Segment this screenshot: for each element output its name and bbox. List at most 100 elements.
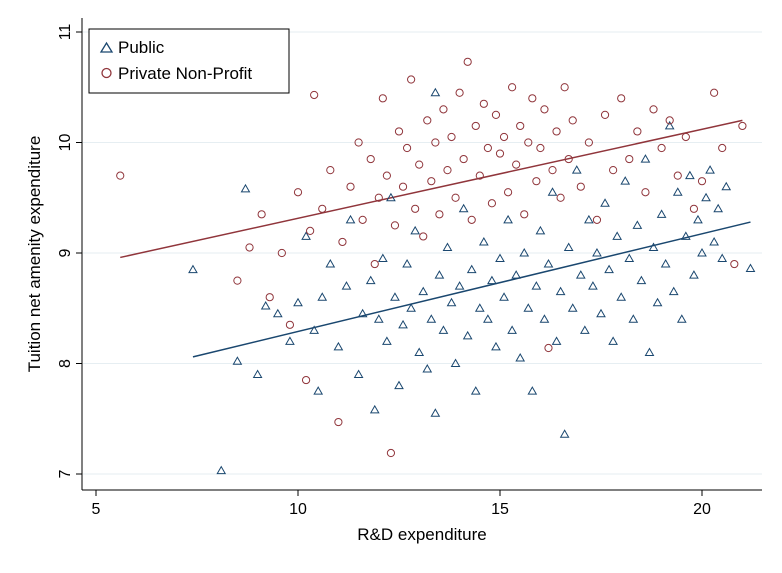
public-point bbox=[325, 259, 336, 268]
public-point bbox=[628, 314, 639, 323]
public-point bbox=[260, 301, 271, 310]
public-point bbox=[483, 314, 493, 323]
private-point bbox=[451, 193, 460, 202]
public-point bbox=[624, 253, 635, 263]
public-point bbox=[511, 270, 522, 279]
public-point bbox=[495, 253, 505, 263]
private-point bbox=[415, 160, 424, 169]
private-point bbox=[689, 204, 699, 213]
public-point bbox=[596, 308, 606, 318]
public-point bbox=[434, 270, 445, 279]
private-point bbox=[306, 226, 315, 235]
private-point bbox=[520, 210, 529, 219]
private-point bbox=[552, 127, 561, 136]
private-point bbox=[394, 127, 404, 136]
private-point bbox=[277, 248, 286, 258]
public-point bbox=[450, 358, 461, 367]
private-point bbox=[479, 99, 488, 108]
public-point bbox=[418, 286, 429, 296]
private-point bbox=[524, 138, 533, 147]
public-point bbox=[672, 187, 683, 196]
private-point bbox=[600, 110, 610, 119]
public-point bbox=[717, 253, 728, 263]
gridlines bbox=[83, 31, 762, 475]
private-point bbox=[435, 210, 444, 219]
public-point bbox=[369, 404, 380, 414]
public-point bbox=[252, 369, 263, 379]
y-tick-label: 7 bbox=[57, 469, 74, 478]
private-point bbox=[301, 375, 311, 385]
private-point bbox=[649, 105, 658, 114]
private-point bbox=[257, 210, 266, 219]
public-point bbox=[539, 314, 550, 323]
public-point bbox=[680, 231, 691, 240]
private-point bbox=[447, 132, 456, 142]
public-point bbox=[584, 214, 594, 224]
private-point bbox=[641, 188, 650, 197]
private-point bbox=[681, 132, 690, 142]
public-point bbox=[648, 242, 659, 251]
private-point bbox=[334, 417, 343, 427]
private-point bbox=[475, 171, 484, 180]
public-point bbox=[689, 270, 699, 279]
public-point bbox=[555, 286, 566, 296]
private-point bbox=[710, 88, 719, 97]
public-point bbox=[232, 356, 243, 365]
private-point bbox=[407, 75, 416, 84]
private-point bbox=[556, 193, 565, 202]
public-point bbox=[188, 264, 198, 274]
legend-box bbox=[88, 28, 290, 94]
public-point bbox=[652, 297, 663, 307]
private-point bbox=[366, 154, 375, 164]
public-point bbox=[414, 347, 425, 356]
public-point bbox=[406, 303, 416, 312]
public-point bbox=[402, 259, 412, 268]
public-point bbox=[386, 192, 396, 202]
y-tick-label: 9 bbox=[57, 248, 74, 257]
private-point bbox=[285, 320, 295, 329]
legend: Public Private Non-Profit bbox=[88, 28, 290, 94]
public-point bbox=[519, 247, 530, 257]
x-tick-label: 10 bbox=[289, 501, 307, 518]
private-point bbox=[455, 88, 464, 97]
private-point bbox=[354, 138, 363, 147]
y-tick-label: 8 bbox=[57, 359, 74, 368]
private-point bbox=[576, 182, 585, 191]
public-point bbox=[478, 236, 489, 246]
x-axis-label: R&D expenditure bbox=[357, 525, 486, 544]
public-point bbox=[422, 364, 433, 373]
public-point bbox=[487, 275, 497, 285]
public-point bbox=[240, 183, 251, 193]
private-point bbox=[499, 132, 509, 142]
private-point bbox=[471, 121, 480, 131]
private-point bbox=[730, 259, 739, 269]
public-point bbox=[535, 225, 546, 235]
public-point bbox=[620, 176, 631, 185]
public-point bbox=[430, 408, 441, 417]
public-point bbox=[345, 214, 356, 224]
public-point bbox=[701, 192, 711, 202]
y-axis-ticks: 7 8 9 10 11 bbox=[57, 24, 82, 478]
public-point bbox=[313, 386, 324, 395]
private-point bbox=[584, 138, 593, 147]
private-point bbox=[491, 110, 501, 119]
public-point bbox=[515, 352, 526, 362]
fit-lines bbox=[120, 119, 751, 358]
public-point bbox=[547, 187, 558, 196]
x-tick-label: 5 bbox=[92, 501, 101, 518]
private-point bbox=[592, 215, 602, 224]
public-point bbox=[333, 341, 344, 351]
private-point bbox=[402, 143, 412, 153]
public-point bbox=[592, 247, 602, 257]
public-point bbox=[503, 214, 513, 224]
y-tick-label: 11 bbox=[57, 24, 74, 41]
y-tick-label: 10 bbox=[57, 134, 74, 152]
public-point bbox=[685, 170, 695, 180]
x-axis-ticks: 5 10 15 20 bbox=[92, 490, 711, 518]
private-point bbox=[483, 143, 492, 153]
public-point bbox=[216, 465, 227, 475]
public-point bbox=[563, 242, 574, 251]
public-point bbox=[676, 314, 687, 323]
public-point bbox=[693, 214, 703, 224]
public-point bbox=[317, 292, 328, 301]
